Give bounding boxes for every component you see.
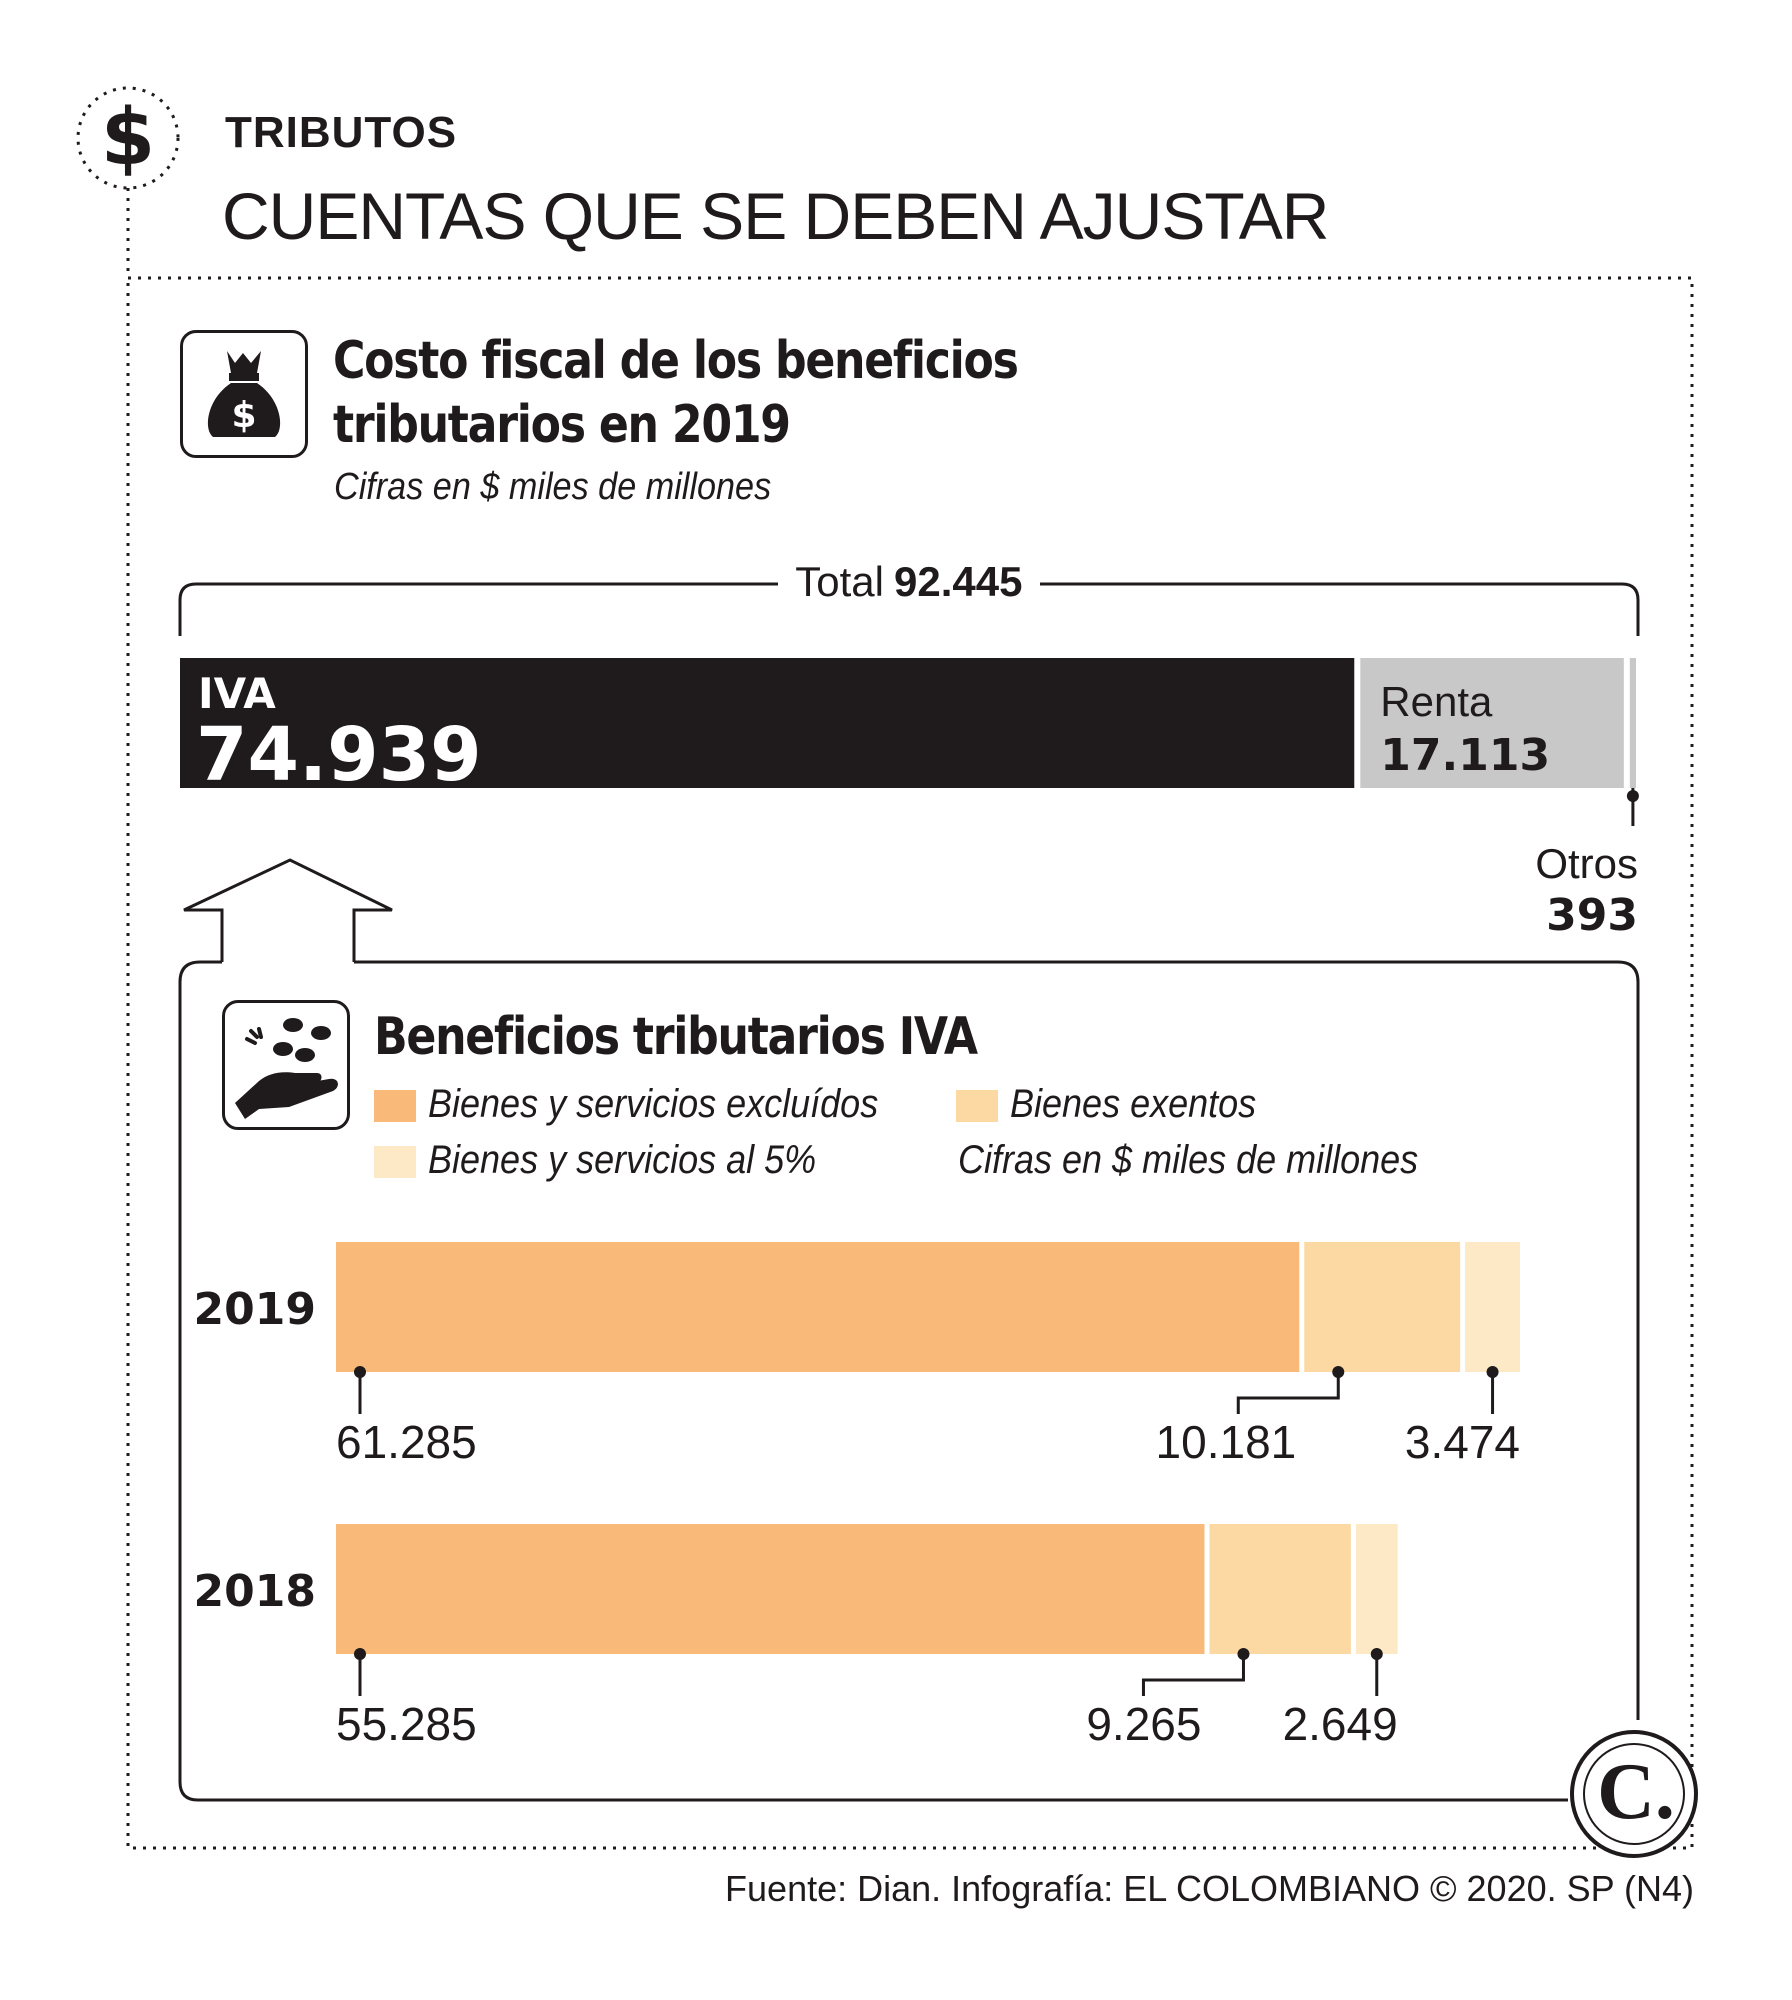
category-label-2019: 2019 <box>194 1284 316 1335</box>
segment-value-iva: 74.939 <box>196 712 482 798</box>
bar-segment-iva <box>180 658 1355 788</box>
logo-letter: C. <box>1597 1748 1675 1836</box>
segment-name-renta: Renta <box>1380 678 1493 725</box>
section1-note: Cifras en $ miles de millones <box>334 466 772 508</box>
total-bracket <box>178 582 1640 636</box>
section1-title-line2: tributarios en 2019 <box>333 395 791 455</box>
money-bag-icon: $ <box>180 330 308 458</box>
value-label-2018-2: 2.649 <box>1283 1698 1398 1750</box>
legend-swatch-excluidos <box>374 1090 416 1122</box>
legend-label-exentos: Bienes exentos <box>1010 1082 1257 1126</box>
value-label-2019-1: 10.181 <box>1156 1416 1297 1468</box>
bar-2018-series-1 <box>1209 1524 1351 1654</box>
segment-value-otros: 393 <box>1546 890 1638 941</box>
total-label: Total <box>795 558 884 605</box>
source-credit: Fuente: Dian. Infografía: EL COLOMBIANO … <box>725 1868 1694 1909</box>
section2-note: Cifras en $ miles de millones <box>958 1138 1419 1182</box>
legend-label-excluidos: Bienes y servicios excluídos <box>428 1082 879 1126</box>
bar-2019-series-0 <box>336 1242 1300 1372</box>
dollar-icon: $ <box>100 93 156 183</box>
value-label-2018-1: 9.265 <box>1086 1698 1201 1750</box>
category-label-2018: 2018 <box>194 1566 316 1617</box>
bar-2018-series-2 <box>1355 1524 1398 1654</box>
dollar-circle-outline <box>76 86 180 190</box>
value-label-2019-2: 3.474 <box>1405 1416 1520 1468</box>
bar-segment-renta <box>1360 658 1624 788</box>
section1-title-line1: Costo fiscal de los beneficios <box>333 331 1019 391</box>
bar-2019-series-1 <box>1304 1242 1461 1372</box>
bar-2019-series-2 <box>1465 1242 1520 1372</box>
svg-text:$: $ <box>231 395 256 436</box>
leader-2019-1 <box>1236 1372 1340 1414</box>
kicker: TRIBUTOS <box>225 108 458 157</box>
legend-swatch-al5 <box>374 1146 416 1178</box>
el-colombiano-logo: C. <box>1570 1730 1698 1858</box>
section2-title: Beneficios tributarios IVA <box>374 1007 978 1067</box>
segment-name-iva: IVA <box>198 669 276 718</box>
bar-segment-otros <box>1629 658 1636 788</box>
value-label-2018-0: 55.285 <box>336 1698 477 1750</box>
segment-value-renta: 17.113 <box>1380 730 1550 781</box>
value-label-2019-0: 61.285 <box>336 1416 477 1468</box>
legend-swatch-exentos <box>956 1090 998 1122</box>
inner-panel-border <box>178 960 1640 1802</box>
legend-label-al5: Bienes y servicios al 5% <box>428 1138 817 1182</box>
headline: CUENTAS QUE SE DEBEN AJUSTAR <box>222 179 1329 253</box>
up-arrow-outline <box>183 858 393 962</box>
hand-coins-icon <box>222 1000 350 1130</box>
leader-2018-1 <box>1141 1654 1245 1696</box>
leader-dot-otros <box>1626 790 1639 802</box>
total-value: 92.445 <box>894 558 1022 605</box>
segment-name-otros: Otros <box>1535 840 1638 887</box>
bar-2018-series-0 <box>336 1524 1205 1654</box>
